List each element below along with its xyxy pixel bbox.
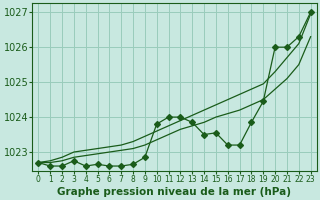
X-axis label: Graphe pression niveau de la mer (hPa): Graphe pression niveau de la mer (hPa) [58, 187, 292, 197]
